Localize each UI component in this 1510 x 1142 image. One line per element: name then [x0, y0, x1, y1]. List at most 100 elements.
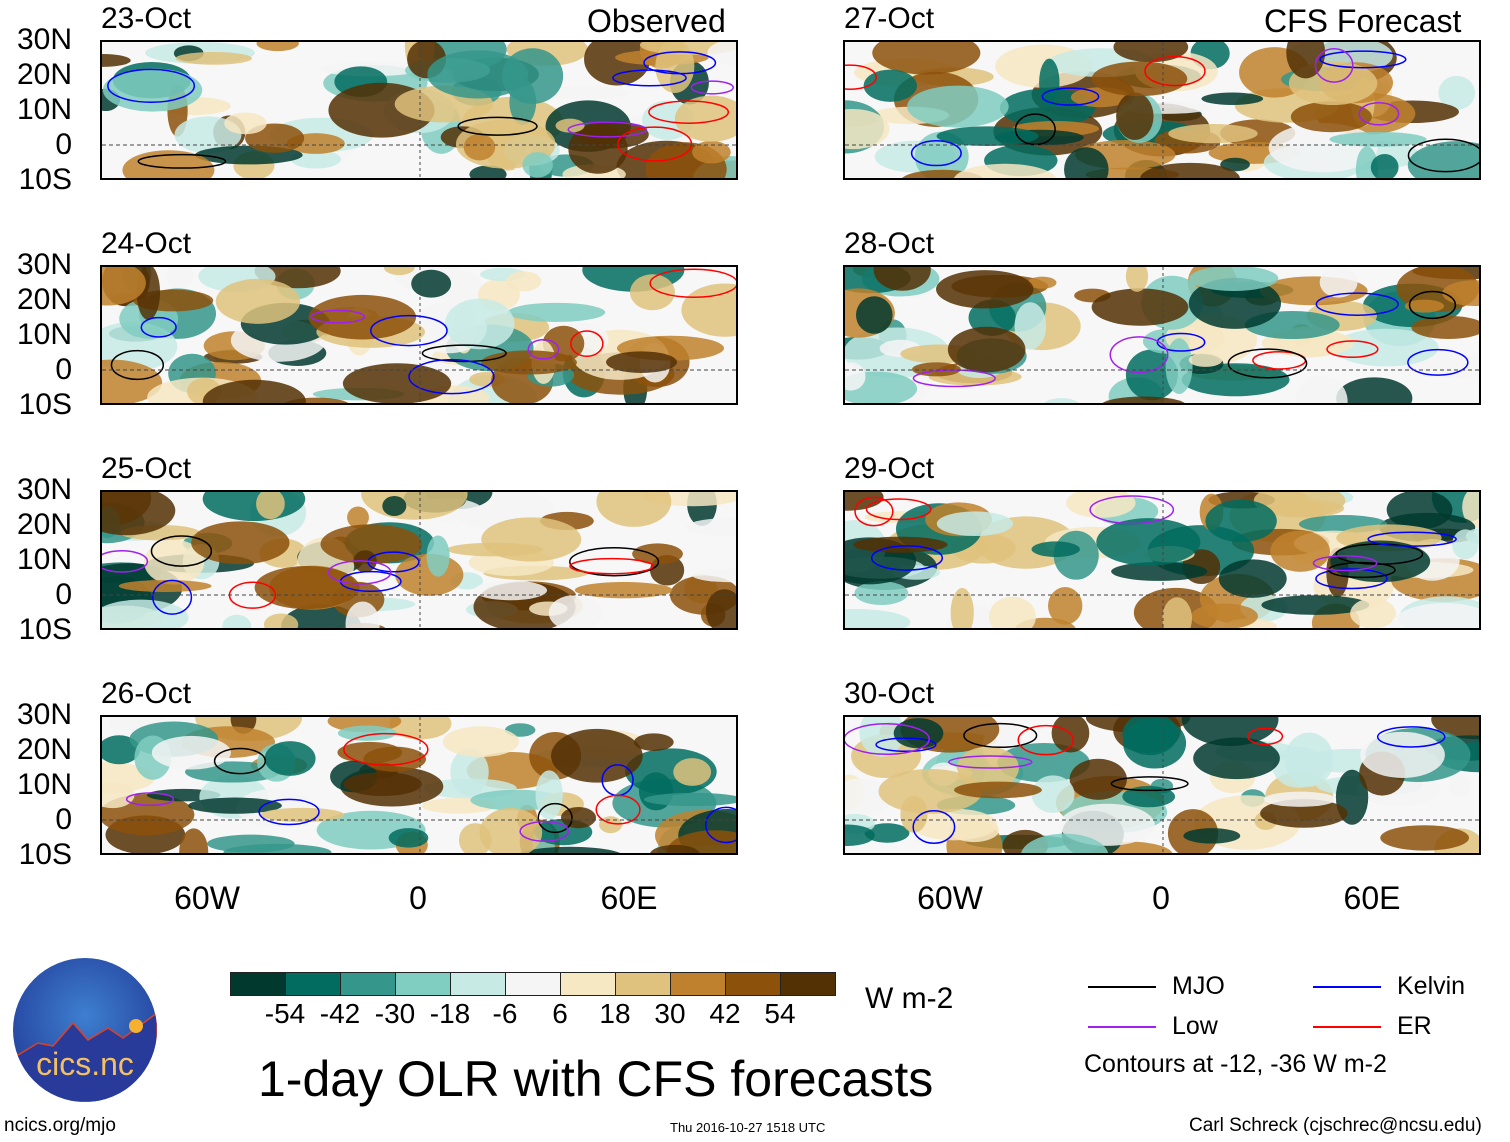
- olr-anomaly-blob: [551, 728, 643, 783]
- olr-anomaly-blob: [953, 163, 1056, 178]
- olr-anomaly-blob: [997, 743, 1090, 783]
- wave-contour: [421, 344, 507, 363]
- colorbar-label: -6: [492, 998, 518, 1029]
- olr-anomaly-blob: [102, 53, 131, 67]
- olr-anomaly-blob: [1319, 267, 1358, 298]
- olr-anomaly-blob: [1048, 587, 1083, 625]
- wave-contour: [408, 358, 495, 395]
- colorbar-swatch: [286, 973, 341, 995]
- wave-contour: [875, 737, 937, 753]
- colorbar-swatch: [671, 973, 726, 995]
- wave-contour: [854, 496, 894, 527]
- wave-contour: [1109, 336, 1169, 374]
- wave-contour: [370, 314, 448, 347]
- lat-label: 20N: [16, 283, 72, 316]
- olr-anomaly-blob: [1360, 731, 1445, 778]
- olr-anomaly-blob: [411, 269, 452, 298]
- colorbar: [230, 972, 836, 996]
- olr-anomaly-blob: [320, 524, 423, 564]
- olr-anomaly-blob: [1438, 75, 1476, 110]
- olr-anomaly-blob: [363, 746, 427, 772]
- colorbar-label: -18: [429, 998, 471, 1029]
- olr-anomaly-blob: [606, 351, 678, 373]
- olr-anomaly-blob: [674, 95, 736, 142]
- olr-anomaly-blob: [1294, 375, 1348, 403]
- wave-contour: [140, 316, 177, 338]
- olr-anomaly-blob: [1404, 299, 1445, 313]
- olr-anomaly-blob: [1122, 785, 1176, 808]
- olr-anomaly-blob: [1102, 396, 1185, 403]
- wave-contour: [1376, 726, 1446, 748]
- wave-contour: [569, 557, 654, 575]
- panel-date: 25-Oct: [101, 452, 192, 485]
- wave-contour: [367, 551, 420, 573]
- olr-anomaly-blob: [260, 807, 345, 823]
- olr-anomaly-blob: [555, 118, 585, 133]
- lat-label: 20N: [16, 58, 72, 91]
- wave-contour: [1247, 727, 1284, 746]
- footer-url: ncics.org/mjo: [4, 1115, 116, 1136]
- lon-label: 0: [1152, 880, 1170, 916]
- olr-anomaly-blob: [650, 844, 700, 853]
- wave-contour: [595, 794, 641, 825]
- lat-label: 10N: [16, 318, 72, 351]
- wave-contour: [845, 64, 877, 91]
- legend-label: MJO: [1172, 972, 1225, 1000]
- olr-anomaly-blob: [222, 614, 252, 628]
- olr-anomaly-blob: [632, 543, 683, 565]
- olr-anomaly-blob: [1069, 758, 1127, 800]
- wave-contour: [125, 792, 175, 807]
- olr-anomaly-blob: [954, 781, 1042, 799]
- olr-anomaly-blob: [1260, 799, 1348, 828]
- colorbar-swatch: [561, 973, 616, 995]
- colorbar-label: 30: [654, 998, 686, 1029]
- wave-contour: [948, 755, 1033, 769]
- colorbar-label: 18: [599, 998, 631, 1029]
- lat-label: 20N: [16, 508, 72, 541]
- legend-note: Contours at -12, -36 W m-2: [1084, 1050, 1387, 1078]
- olr-anomaly-blob: [1218, 559, 1287, 598]
- olr-anomaly-blob: [191, 521, 290, 565]
- olr-anomaly-blob: [337, 725, 397, 741]
- olr-anomaly-blob: [1096, 518, 1201, 566]
- olr-anomaly-blob: [1188, 352, 1223, 367]
- olr-anomaly-blob: [1253, 492, 1346, 518]
- lon-label: 0: [409, 880, 427, 916]
- olr-anomaly-blob: [383, 267, 415, 276]
- olr-anomaly-blob: [1165, 338, 1193, 395]
- olr-anomaly-blob: [254, 565, 360, 610]
- wave-contour: [1367, 531, 1457, 547]
- olr-anomaly-blob: [1390, 602, 1479, 628]
- olr-anomaly-blob: [463, 133, 496, 161]
- olr-anomaly-blob: [1168, 123, 1258, 144]
- olr-anomaly-blob: [574, 581, 673, 599]
- lat-label: 0: [55, 578, 72, 611]
- olr-anomaly-blob: [1064, 147, 1109, 178]
- colorbar-swatch: [726, 973, 781, 995]
- olr-anomaly-blob: [685, 517, 736, 537]
- lat-label: 10S: [18, 613, 72, 646]
- lat-label: 0: [55, 128, 72, 161]
- olr-anomaly-blob: [264, 741, 316, 776]
- figure-title: 1-day OLR with CFS forecasts: [258, 1051, 934, 1107]
- olr-anomaly-blob: [1162, 597, 1192, 628]
- olr-anomaly-blob: [1111, 562, 1208, 581]
- olr-anomaly-blob: [342, 363, 452, 403]
- olr-anomaly-blob: [1220, 157, 1250, 172]
- legend-label: ER: [1397, 1012, 1432, 1040]
- olr-anomaly-blob: [388, 828, 429, 848]
- olr-anomaly-blob: [673, 758, 712, 786]
- olr-anomaly-blob: [950, 588, 974, 628]
- olr-anomaly-blob: [856, 296, 893, 334]
- legend-line-er: [1313, 1026, 1381, 1028]
- olr-anomaly-blob: [629, 274, 675, 311]
- lon-label: 60W: [174, 880, 240, 916]
- header-forecast: CFS Forecast: [1264, 3, 1462, 39]
- olr-anomaly-blob: [548, 594, 603, 628]
- lat-label: 10S: [18, 163, 72, 196]
- olr-anomaly-blob: [596, 492, 672, 527]
- lat-label: 30N: [16, 23, 72, 56]
- olr-map-panel: [100, 715, 738, 855]
- lon-label: 60E: [600, 880, 658, 916]
- lat-label: 30N: [16, 698, 72, 731]
